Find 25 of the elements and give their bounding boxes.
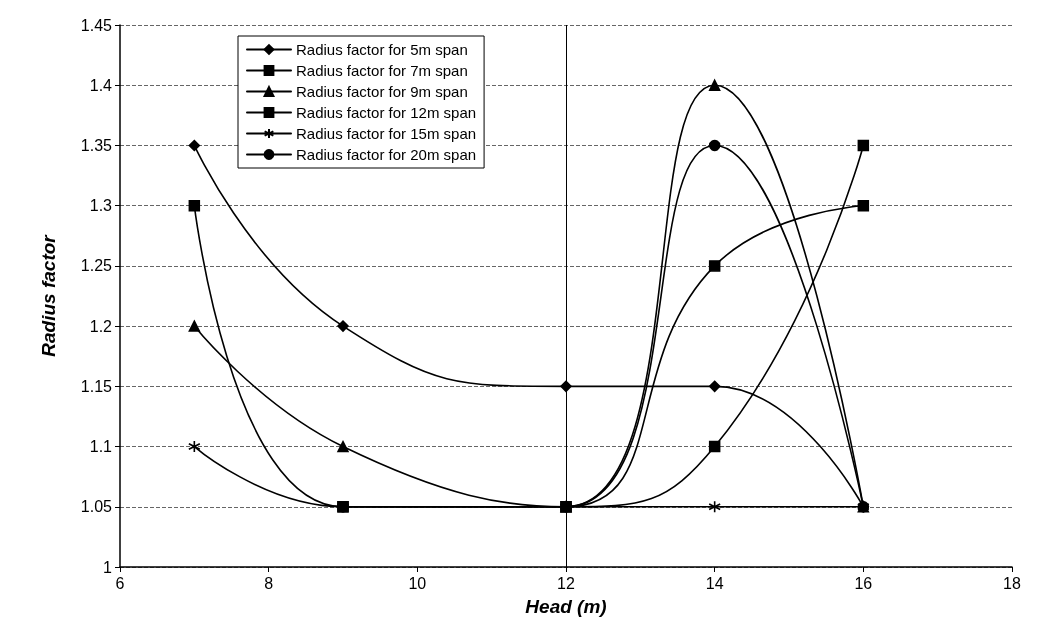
y-axis-title: Radius factor <box>38 233 59 357</box>
y-tick-label: 1.2 <box>89 317 113 335</box>
legend-label: Radius factor for 15m span <box>296 125 477 142</box>
legend-label: Radius factor for 20m span <box>296 146 477 163</box>
y-tick-label: 1.4 <box>89 76 113 94</box>
x-axis-title: Head (m) <box>525 596 607 617</box>
x-tick-label: 6 <box>115 574 125 592</box>
legend-label: Radius factor for 7m span <box>296 62 468 79</box>
y-tick-label: 1.25 <box>80 257 113 275</box>
x-tick-label: 14 <box>705 574 724 592</box>
y-tick-label: 1.15 <box>80 377 113 395</box>
y-tick-label: 1.35 <box>80 136 113 154</box>
x-tick-label: 10 <box>408 574 427 592</box>
legend-label: Radius factor for 5m span <box>296 41 468 58</box>
x-tick-label: 16 <box>854 574 873 592</box>
legend-label: Radius factor for 12m span <box>296 104 477 121</box>
y-tick-label: 1.1 <box>89 438 113 456</box>
y-tick-label: 1 <box>103 558 113 576</box>
x-tick-label: 8 <box>264 574 274 592</box>
legend-label: Radius factor for 9m span <box>296 83 468 100</box>
y-tick-label: 1.45 <box>80 16 113 34</box>
y-tick-label: 1.05 <box>80 498 113 516</box>
y-tick-label: 1.3 <box>89 197 113 215</box>
x-tick-label: 18 <box>1003 574 1021 592</box>
x-tick-label: 12 <box>557 574 575 592</box>
